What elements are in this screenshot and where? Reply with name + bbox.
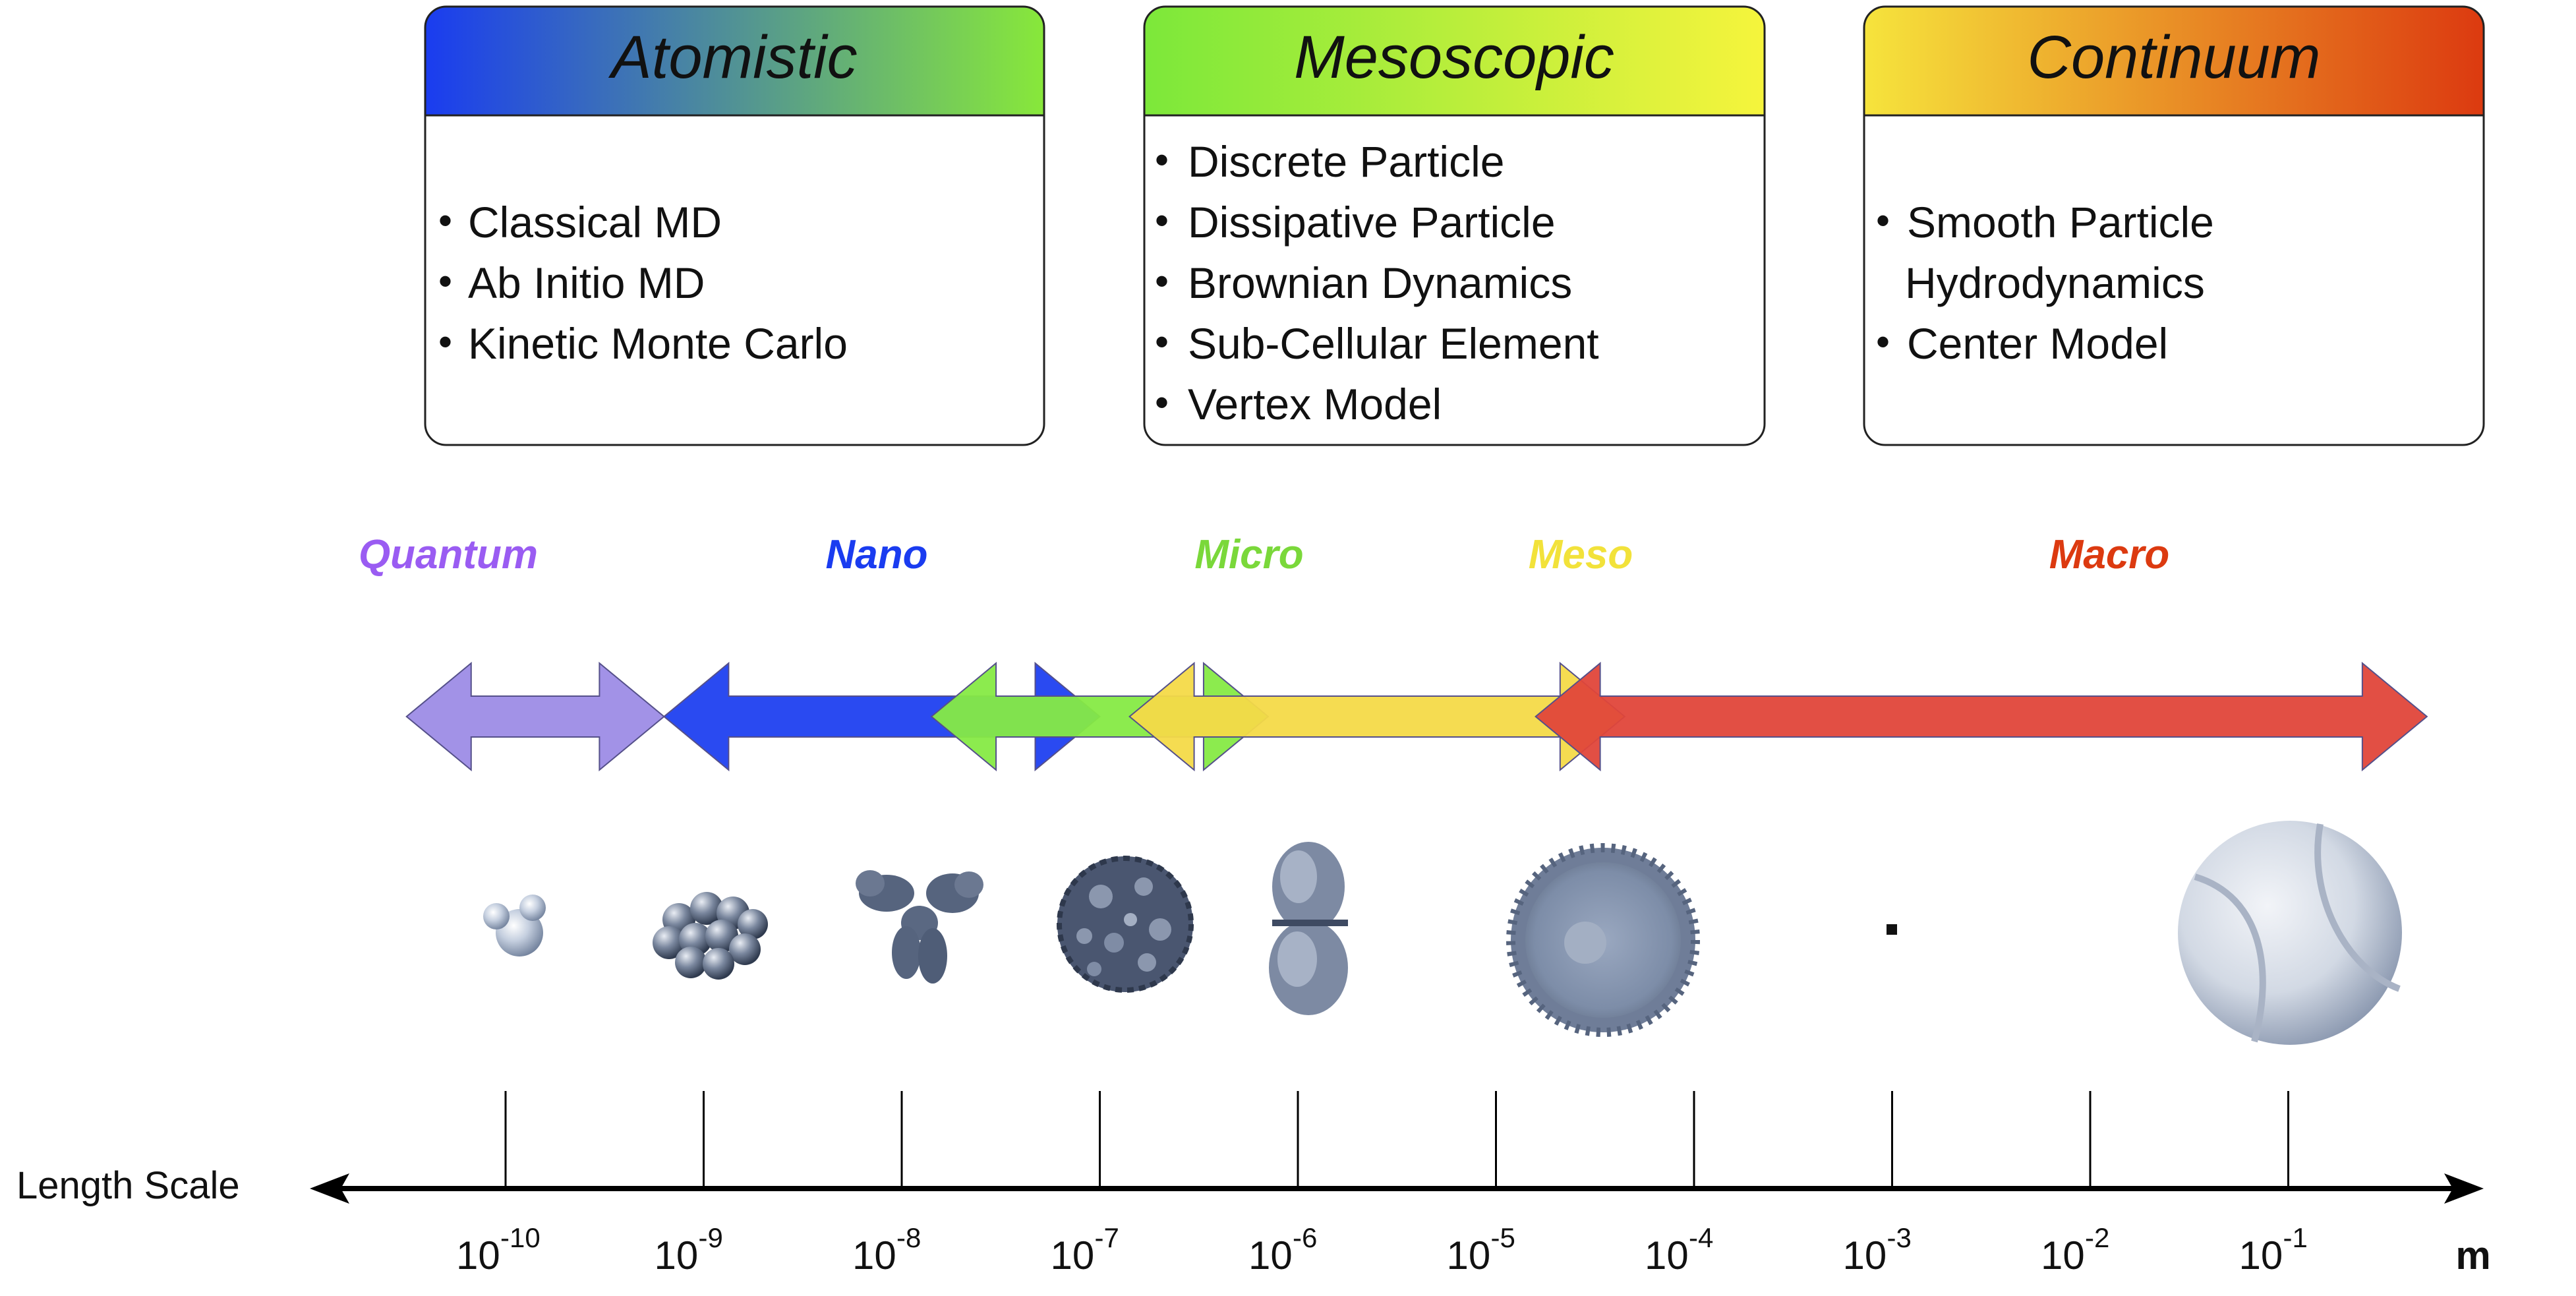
list-item: Dissipative Particle	[1188, 198, 1556, 247]
length-scale-axis: Length Scale 10 -10 10 -9 10 -8 10 -7 10 -6 10 -5 10…	[16, 1091, 2491, 1278]
tick-label: 10 -7	[1051, 1222, 1119, 1278]
list-item: Vertex Model	[1188, 380, 1442, 428]
tick-label: 10 -5	[1447, 1222, 1515, 1278]
tick-label: 10 -1	[2239, 1222, 2308, 1278]
tick-label-base: 10	[1645, 1233, 1689, 1278]
list-item: Classical MD	[468, 198, 722, 247]
tick-label-base: 10	[2239, 1233, 2283, 1278]
antibody-icon	[856, 870, 983, 984]
bullet: •	[1876, 198, 1890, 243]
tick-label-exponent: -6	[1293, 1222, 1317, 1253]
box-title-continuum: Continuum	[2028, 24, 2321, 91]
bullet: •	[438, 320, 452, 364]
tick-label-exponent: -7	[1095, 1222, 1119, 1253]
list-item: Kinetic Monte Carlo	[468, 319, 848, 368]
tick-label-exponent: -8	[896, 1222, 921, 1253]
cell-icon	[1506, 843, 1700, 1037]
axis-title: Length Scale	[16, 1164, 240, 1207]
tick-label-exponent: -2	[2085, 1222, 2109, 1253]
bullet: •	[1155, 198, 1169, 243]
tick-label: 10 -9	[655, 1222, 723, 1278]
box-items-mesoscopic: • Discrete Particle • Dissipative Partic…	[1155, 137, 1599, 428]
regime-labels: Quantum Nano Micro Meso Macro	[359, 532, 2169, 577]
method-box-mesoscopic: Mesoscopic • Discrete Particle • Dissipa…	[1143, 5, 1766, 446]
tick-label-base: 10	[2041, 1233, 2085, 1278]
method-box-atomistic: Atomistic • Classical MD • Ab Initio MD …	[424, 5, 1045, 446]
bullet: •	[1155, 380, 1169, 425]
tick-label-base: 10	[1843, 1233, 1887, 1278]
tick-label: 10 -4	[1645, 1222, 1713, 1278]
tick-label-base: 10	[1051, 1233, 1095, 1278]
regime-arrow-macro	[1535, 661, 2428, 772]
method-box-continuum: Continuum • Smooth Particle Hydrodynamic…	[1863, 5, 2485, 446]
axis-unit: m	[2455, 1233, 2490, 1278]
box-header-continuum	[1864, 7, 2484, 115]
box-items-continuum: • Smooth Particle Hydrodynamics • Center…	[1876, 198, 2214, 368]
tick-label: 10 -6	[1248, 1222, 1317, 1278]
fullerene-cluster-icon	[653, 892, 768, 980]
tick-label-exponent: -1	[2283, 1222, 2308, 1253]
regime-label-micro: Micro	[1194, 532, 1303, 577]
scale-objects	[483, 821, 2402, 1045]
tick-label-base: 10	[852, 1233, 896, 1278]
box-title-mesoscopic: Mesoscopic	[1294, 24, 1614, 91]
dividing-bacterium-icon	[1269, 842, 1348, 1015]
axis-left-arrowhead	[310, 1173, 349, 1204]
box-title-atomistic: Atomistic	[608, 24, 857, 91]
regime-arrows	[405, 661, 2428, 772]
tick-label-base: 10	[1248, 1233, 1293, 1278]
bullet: •	[1876, 320, 1890, 364]
regime-label-nano: Nano	[826, 532, 928, 577]
tick-label-exponent: -3	[1887, 1222, 1912, 1253]
box-header-mesoscopic	[1144, 7, 1765, 115]
axis-ticks: 10 -10 10 -9 10 -8 10 -7 10 -6 10 -5 10 -4 10 -3 10 -2 10-…	[456, 1091, 2308, 1278]
bullet: •	[438, 198, 452, 243]
box-frame-atomistic	[424, 5, 1045, 446]
regime-label-macro: Macro	[2049, 532, 2170, 577]
regime-label-quantum: Quantum	[359, 532, 538, 577]
bullet: •	[1155, 320, 1169, 364]
tick-label: 10 -8	[852, 1222, 921, 1278]
tennis-ball-icon	[2178, 821, 2402, 1045]
tick-label-exponent: -9	[699, 1222, 723, 1253]
box-frame-continuum	[1863, 5, 2485, 446]
bullet: •	[1155, 138, 1169, 182]
box-frame-mesoscopic	[1143, 5, 1766, 446]
tick-label-base: 10	[456, 1233, 500, 1278]
list-item: Ab Initio MD	[468, 258, 705, 307]
tick-label: 10 -2	[2041, 1222, 2109, 1278]
tick-label-exponent: -5	[1491, 1222, 1515, 1253]
list-item: Center Model	[1907, 319, 2168, 368]
virus-icon	[1057, 856, 1194, 993]
list-item: Sub-Cellular Element	[1188, 319, 1599, 368]
regime-arrow-quantum	[405, 661, 665, 772]
list-item-continuation: Hydrodynamics	[1905, 258, 2205, 307]
box-header-atomistic	[425, 7, 1044, 115]
tick-label-base: 10	[655, 1233, 699, 1278]
axis-right-arrowhead	[2444, 1173, 2484, 1204]
box-items-atomistic: • Classical MD • Ab Initio MD • Kinetic …	[438, 198, 848, 368]
tick-label-exponent: -10	[500, 1222, 541, 1253]
bullet: •	[438, 259, 452, 303]
tick-label-exponent: -4	[1689, 1222, 1713, 1253]
tick-label-base: 10	[1447, 1233, 1491, 1278]
tiny-grain-icon	[1887, 924, 1897, 935]
list-item: Discrete Particle	[1188, 137, 1504, 186]
list-item: Brownian Dynamics	[1188, 258, 1572, 307]
regime-label-meso: Meso	[1529, 532, 1633, 577]
water-molecule-icon	[483, 895, 546, 957]
tick-label: 10 -3	[1843, 1222, 1912, 1278]
list-item: Smooth Particle	[1907, 198, 2214, 247]
bullet: •	[1155, 259, 1169, 303]
tick-label: 10 -10	[456, 1222, 541, 1278]
